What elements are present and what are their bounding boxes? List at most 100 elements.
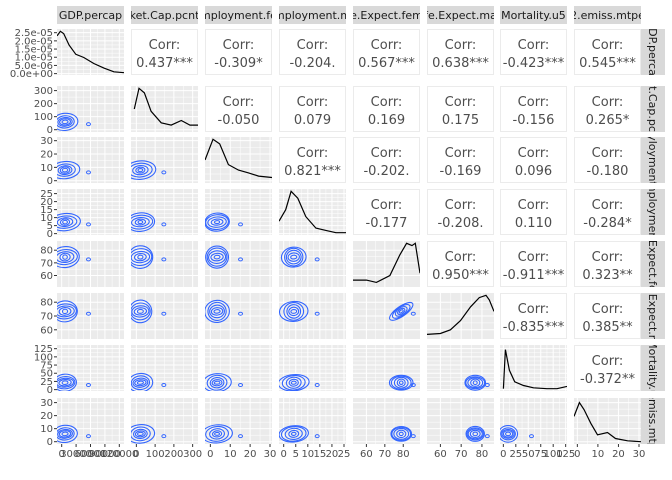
corr-word: Corr: [592,354,624,369]
contour-line [210,218,224,226]
contour-line [58,378,72,387]
row-strip [641,345,665,391]
density-panel [500,345,567,391]
column-strip [574,6,641,24]
density-panel [353,241,420,287]
x-tick-label: 125 [556,449,575,460]
y-tick-label: 2.0e-05 [15,36,53,47]
corr-word: Corr: [223,38,255,53]
contour-line [57,428,73,439]
contour-line [161,257,167,262]
x-tick-label: 0 [59,449,65,460]
y-tick-label: 5.0e-06 [15,61,53,72]
density-panel [205,137,272,183]
y-tick-label: 30 [40,398,53,409]
y-tick-label: 60 [40,325,53,336]
contour-line [206,374,228,391]
corr-word: Corr: [149,38,181,53]
contour-line [484,434,490,439]
corr-panel [574,29,641,75]
corr-panel [427,86,494,132]
x-tick-label: 60 [434,449,447,460]
density-line [574,401,641,443]
corr-value: 0.821*** [284,164,341,179]
corr-panel [500,241,567,287]
y-tick-label: 80 [40,298,53,309]
corr-value: 0.950*** [432,268,489,283]
contour-line [57,376,76,390]
y-tick-label: 20 [40,150,53,161]
contour-line [134,218,147,226]
contour-line [391,303,411,319]
contour-line [279,300,309,322]
corr-word: Corr: [518,250,550,265]
contour-line [279,425,309,443]
row-strip [641,293,665,339]
corr-value: -0.284* [583,216,632,231]
y-tick-label: 300 [34,86,53,97]
corr-panel [574,189,641,235]
contour-line [397,307,406,316]
contour-line [57,427,75,441]
corr-panel [500,293,567,339]
corr-word: Corr: [518,198,550,213]
y-tick-label: 20 [40,411,53,422]
contour-line [137,167,144,173]
contour-line [136,380,144,385]
corr-word: Corr: [445,38,477,53]
x-tick-label: 100 [146,449,165,460]
contour-line [57,251,75,264]
contour-line [279,373,310,391]
contour-line [134,430,146,438]
corr-panel [279,29,346,75]
corr-value: -0.050 [218,113,260,128]
contour-line [238,222,244,227]
corr-word: Corr: [445,250,477,265]
contour-line [137,254,144,260]
contour-line [467,428,483,440]
y-tick-label: 0 [47,125,53,136]
y-tick-label: 1.0e-05 [15,53,53,64]
contour-line [131,424,156,444]
corr-word: Corr: [371,198,403,213]
corr-panel [574,241,641,287]
y-tick-label: 20 [40,197,53,208]
corr-value: -0.911*** [503,268,565,283]
corr-value: -0.169 [440,164,482,179]
contour-line [205,424,233,444]
y-tick-label: 100 [34,112,53,123]
density-line [205,138,272,179]
y-tick-label: 100 [34,352,53,363]
contour-line [57,217,74,228]
contour-line [500,425,519,443]
corr-word: Corr: [445,198,477,213]
density-line [57,30,124,74]
contour-line [85,311,91,316]
y-tick-label: 1.5e-05 [15,45,53,56]
contour-line [61,431,69,437]
contour-panel [353,345,420,391]
density-panel [279,189,346,235]
contour-line [57,300,78,323]
corr-panel [500,86,567,132]
contour-line [57,249,78,266]
corr-value: 0.175 [442,113,479,128]
corr-panel [574,137,641,183]
contour-line [207,301,227,321]
contour-line [131,299,153,324]
contour-line [398,431,404,437]
x-tick-label: 50 [522,449,535,460]
contour-line [284,247,304,267]
row-strip-label: .Expect.n [646,290,659,342]
corr-value: 0.437*** [136,56,193,71]
contour-line [398,309,404,314]
contour-line [465,425,485,442]
contour-line [393,427,410,440]
contour-line [58,430,72,438]
corr-panel [205,29,272,75]
contour-line [161,311,167,316]
x-tick-label: 30 [264,449,277,460]
contour-line [396,429,407,439]
contour-line [466,427,484,441]
y-tick-label: 75 [40,361,53,372]
